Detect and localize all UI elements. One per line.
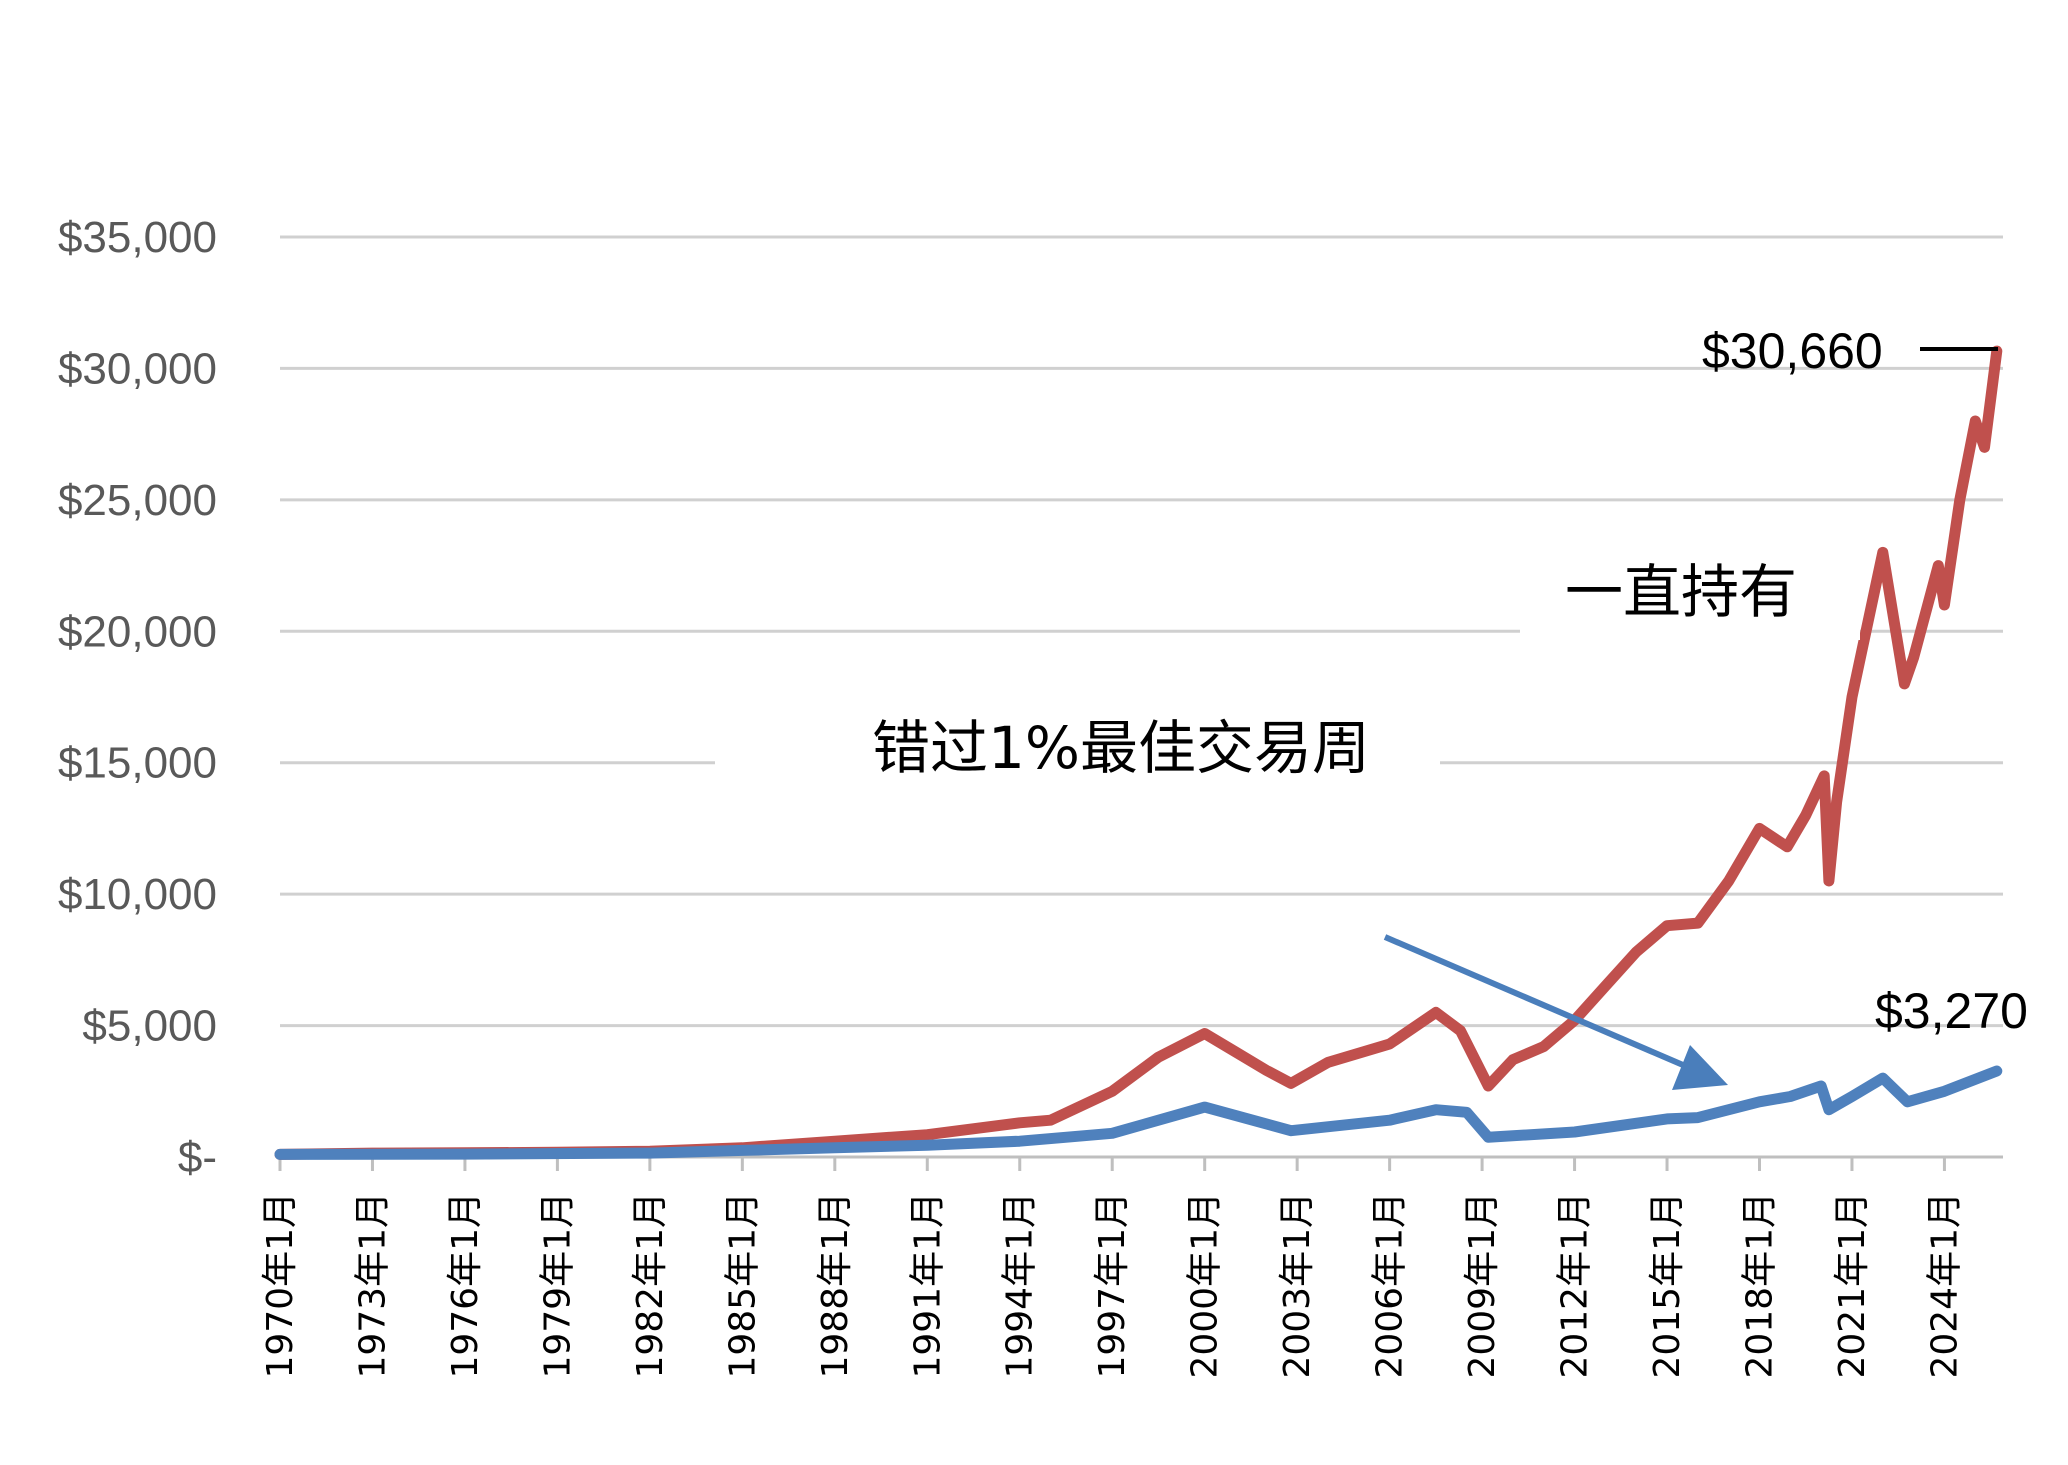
- x-tick-label: 1991年1月: [907, 1192, 948, 1379]
- y-tick-label: $20,000: [58, 607, 217, 656]
- x-tick-label: 2009年1月: [1462, 1192, 1503, 1379]
- miss-label-bg: [715, 690, 1440, 800]
- x-tick-label: 2006年1月: [1370, 1192, 1411, 1379]
- arrow-head: [1672, 1045, 1728, 1090]
- y-tick-label: $35,000: [58, 213, 217, 262]
- x-tick-label: 1994年1月: [1000, 1192, 1041, 1379]
- miss-end-value-label: $3,270: [1875, 983, 2028, 1039]
- hold-label: 一直持有: [1565, 558, 1797, 626]
- x-tick-label: 1979年1月: [537, 1192, 578, 1379]
- x-tick-label: 1985年1月: [722, 1192, 763, 1379]
- x-tick-label: 1982年1月: [630, 1192, 671, 1379]
- arrow-line: [1383, 934, 1692, 1071]
- y-tick-label: $10,000: [58, 870, 217, 919]
- y-tick-label: $5,000: [82, 1002, 217, 1051]
- x-tick-label: 2024年1月: [1924, 1192, 1965, 1379]
- x-axis-tick-labels: 1970年1月 1973年1月 1976年1月 1979年1月 1982年1月 1985年…: [260, 1192, 1965, 1379]
- y-tick-label: $30,000: [58, 344, 217, 393]
- y-tick-label: $25,000: [58, 476, 217, 525]
- y-tick-label: $15,000: [58, 739, 217, 788]
- x-tick-label: 2018年1月: [1739, 1192, 1780, 1379]
- x-tick-label: 1997年1月: [1092, 1192, 1133, 1379]
- x-tick-label: 2000年1月: [1185, 1192, 1226, 1379]
- y-axis-tick-labels: $- $5,000 $10,000 $15,000 $20,000 $25,000 $30,…: [58, 213, 217, 1182]
- series-line-2: [274, 1065, 2003, 1160]
- hold-label-bg: [1520, 540, 1860, 640]
- annotations: 一直持有 错过1%最佳交易周 $30,660 $3,270: [715, 323, 2028, 1090]
- x-tick-label: 2012年1月: [1555, 1192, 1596, 1379]
- x-tick-label: 2021年1月: [1832, 1192, 1873, 1379]
- miss-label: 错过1%最佳交易周: [872, 714, 1370, 782]
- x-tick-label: 1988年1月: [815, 1192, 856, 1379]
- x-tick-label: 1973年1月: [352, 1192, 393, 1379]
- x-tick-label: 1970年1月: [260, 1192, 301, 1379]
- x-tick-label: 1976年1月: [445, 1192, 486, 1379]
- y-tick-label: $-: [178, 1133, 217, 1182]
- series-lines: [274, 345, 2003, 1160]
- hold-end-value-label: $30,660: [1702, 323, 1883, 379]
- x-tick-label: 2015年1月: [1647, 1192, 1688, 1379]
- x-tick-label: 2003年1月: [1277, 1192, 1318, 1379]
- series-line-1: [274, 345, 2003, 1160]
